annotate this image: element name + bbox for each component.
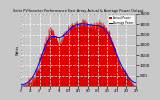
- Title: Solar PV/Inverter Performance East Array Actual & Average Power Output: Solar PV/Inverter Performance East Array…: [13, 9, 144, 13]
- Y-axis label: Watts: Watts: [15, 45, 19, 55]
- Legend: Actual Power, Average Power: Actual Power, Average Power: [108, 15, 135, 26]
